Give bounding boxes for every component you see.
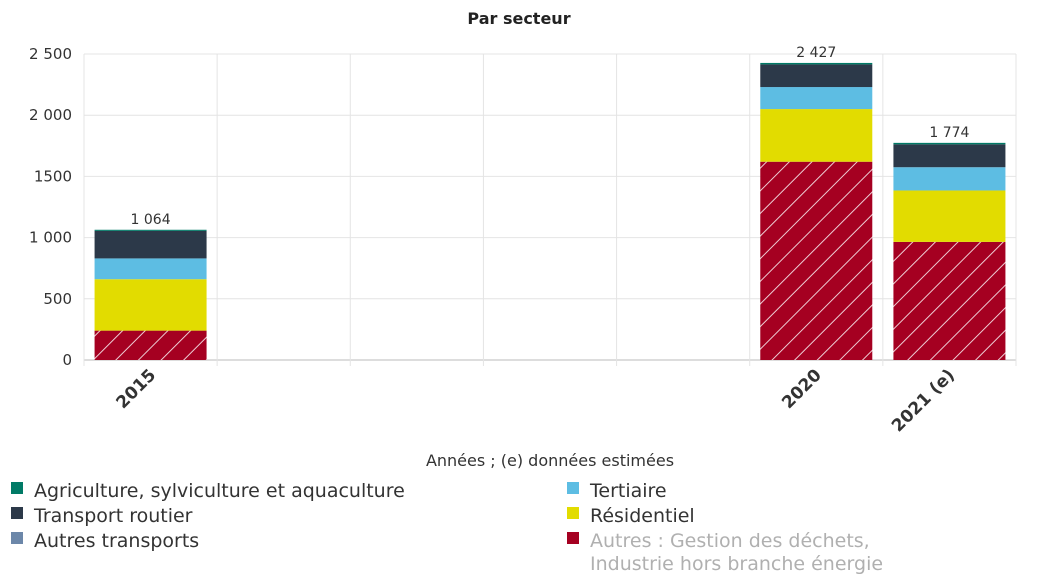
y-tick-label: 0: [62, 351, 72, 369]
legend-entry: Transport routier: [33, 505, 193, 527]
legend-swatch: [11, 482, 23, 494]
x-tick-label: 2015: [112, 365, 160, 413]
bar-segment: [760, 161, 873, 360]
bar-segment: [94, 279, 207, 331]
y-tick-label: 500: [43, 290, 72, 308]
x-axis-label: Années ; (e) données estimées: [426, 451, 674, 470]
grid-layer: [83, 53, 1017, 366]
bar-segment: [893, 144, 1006, 168]
legend-swatch: [567, 507, 579, 519]
bar-segment: [760, 109, 873, 162]
bar-segment: [893, 241, 1006, 360]
legend: Agriculture, sylviculture et aquaculture…: [11, 480, 883, 575]
x-tick-label: 2021 (e): [888, 365, 959, 436]
legend-entry: Autres : Gestion des déchets, Industrie h…: [590, 530, 883, 575]
legend-swatch: [567, 482, 579, 494]
bar-segment: [760, 64, 873, 88]
y-axis: 0 500 1 000 1500 2 000 2 500: [29, 45, 72, 369]
legend-swatch: [11, 532, 23, 544]
bar-segment: [760, 62, 873, 65]
bar-segment: [94, 330, 207, 360]
legend-entry: Résidentiel: [590, 505, 695, 527]
y-tick-label: 1500: [34, 167, 72, 185]
legend-entry: Tertiaire: [589, 480, 667, 502]
bar-segment: [94, 229, 207, 231]
totals-layer: 1 064 2 427 1 774: [131, 45, 970, 228]
bar-segment: [893, 167, 1006, 191]
x-axis: 2015 2020 2021 (e): [112, 365, 958, 436]
legend-entry: Autres transports: [34, 530, 199, 552]
y-tick-label: 1 000: [29, 229, 72, 247]
chart-title: Par secteur: [467, 9, 570, 28]
bar-segment: [94, 258, 207, 280]
legend-swatch: [567, 532, 579, 544]
bar-segment: [760, 87, 873, 110]
bar-segment: [893, 142, 1006, 145]
x-tick-label: 2020: [778, 365, 826, 413]
bar-segment: [94, 230, 207, 259]
bar-segment: [893, 190, 1006, 242]
y-tick-label: 2 500: [29, 45, 72, 63]
bars-layer: [94, 62, 1006, 360]
legend-entry: Agriculture, sylviculture et aquaculture: [34, 480, 405, 502]
bar-total-label: 1 064: [131, 212, 171, 228]
y-tick-label: 2 000: [29, 106, 72, 124]
legend-swatch: [11, 507, 23, 519]
bar-total-label: 2 427: [796, 45, 836, 61]
bar-total-label: 1 774: [929, 125, 969, 141]
